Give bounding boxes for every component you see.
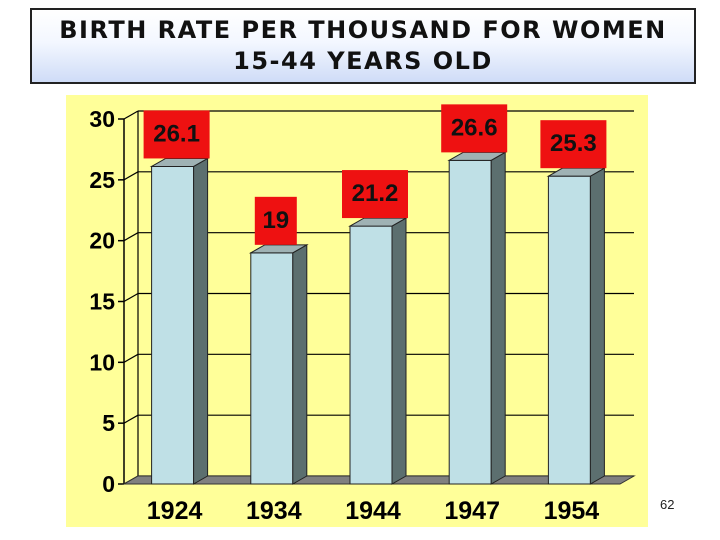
value-label-box — [342, 170, 408, 219]
value-label-box — [254, 196, 297, 245]
gridline-diagonal — [123, 292, 139, 303]
title-box: BIRTH RATE PER THOUSAND FOR WOMEN 15-44 … — [30, 8, 696, 84]
bar-chart-svg: 0 5 10 15 20 25 30 26.1 1924 19 1934 21.2 1944 26.6 19… — [66, 95, 648, 527]
y-tick-label: 25 — [89, 167, 115, 193]
y-tick-label: 20 — [89, 228, 115, 254]
y-tick-label: 0 — [102, 471, 115, 497]
bar-front — [250, 252, 294, 485]
y-tick-label: 15 — [89, 289, 115, 315]
y-tick-label: 5 — [102, 410, 115, 436]
gridline-diagonal — [123, 232, 139, 242]
bar-side — [193, 157, 209, 485]
page-number: 62 — [660, 497, 675, 512]
bar-side — [391, 217, 407, 485]
chart-title-line-2: 15-44 YEARS OLD — [233, 47, 493, 75]
x-tick-label: 1944 — [345, 497, 401, 525]
bar-side — [490, 151, 506, 485]
value-label: 21.2 — [352, 180, 399, 207]
gridline-diagonal — [123, 353, 139, 363]
x-tick-label: 1947 — [444, 497, 500, 525]
bar-front — [448, 159, 492, 485]
bar-front — [349, 225, 393, 485]
value-label-box — [441, 104, 508, 153]
bar-front — [151, 165, 195, 485]
value-label-box — [540, 120, 607, 169]
y-tick-label: 30 — [89, 106, 115, 132]
value-label: 25.3 — [550, 130, 597, 157]
bar-top — [248, 244, 309, 254]
x-tick-label: 1934 — [246, 497, 302, 525]
chart-title-line-1: BIRTH RATE PER THOUSAND FOR WOMEN — [59, 16, 667, 44]
bar-chart: 0 5 10 15 20 25 30 26.1 1924 19 1934 21.2 1944 26.6 19… — [66, 95, 648, 527]
gridline-diagonal — [123, 171, 139, 181]
gridline-diagonal — [123, 110, 139, 120]
value-label-box — [143, 110, 210, 159]
value-label: 19 — [262, 207, 289, 234]
bar-side — [589, 167, 605, 485]
bar-front — [547, 175, 591, 485]
x-tick-label: 1954 — [544, 497, 600, 525]
value-label: 26.1 — [153, 120, 200, 147]
value-label: 26.6 — [451, 114, 498, 141]
gridline-diagonal — [123, 414, 139, 424]
x-tick-label: 1924 — [147, 497, 203, 525]
y-tick-label: 10 — [89, 349, 115, 375]
bar-side — [292, 243, 308, 485]
